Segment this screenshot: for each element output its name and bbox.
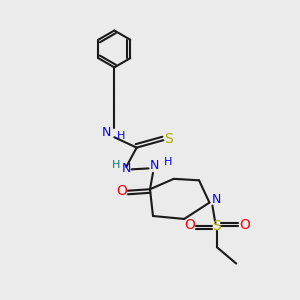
Text: S: S <box>164 132 173 146</box>
Text: O: O <box>116 184 127 198</box>
Text: H: H <box>117 131 125 141</box>
Text: N: N <box>122 162 131 175</box>
Text: N: N <box>150 159 159 172</box>
Text: H: H <box>164 158 172 167</box>
Text: O: O <box>239 218 250 232</box>
Text: H: H <box>112 160 120 170</box>
Text: O: O <box>184 218 195 232</box>
Text: S: S <box>212 219 221 233</box>
Text: N: N <box>211 193 221 206</box>
Text: N: N <box>101 126 111 139</box>
